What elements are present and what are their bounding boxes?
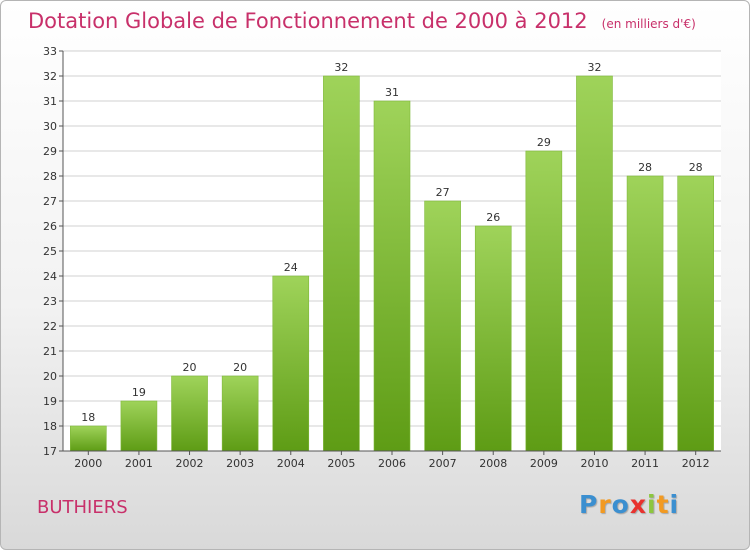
- bar-value-label: 29: [537, 136, 551, 149]
- y-tick-label: 32: [43, 70, 57, 83]
- x-tick-label: 2009: [530, 457, 558, 470]
- bar: [272, 275, 310, 452]
- bar-value-label: 20: [233, 361, 247, 374]
- bar: [70, 425, 107, 452]
- y-tick-label: 25: [43, 245, 57, 258]
- logo-letter: i: [647, 490, 657, 519]
- bar-value-label: 18: [81, 411, 95, 424]
- bar-value-label: 32: [587, 61, 601, 74]
- y-tick-label: 33: [43, 45, 57, 58]
- bar-value-label: 32: [334, 61, 348, 74]
- y-tick-label: 28: [43, 170, 57, 183]
- y-tick-label: 26: [43, 220, 57, 233]
- y-tick-label: 20: [43, 370, 57, 383]
- chart-title: Dotation Globale de Fonctionnement de 20…: [28, 9, 696, 33]
- bar-value-label: 26: [486, 211, 500, 224]
- x-tick-label: 2012: [682, 457, 710, 470]
- x-tick-label: 2008: [479, 457, 507, 470]
- y-tick-label: 30: [43, 120, 57, 133]
- x-tick-label: 2010: [580, 457, 608, 470]
- y-tick-label: 24: [43, 270, 57, 283]
- logo-letter: t: [656, 490, 670, 519]
- bar: [525, 150, 563, 452]
- y-tick-label: 23: [43, 295, 57, 308]
- x-tick-label: 2011: [631, 457, 659, 470]
- y-tick-label: 18: [43, 420, 57, 433]
- x-tick-label: 2005: [327, 457, 355, 470]
- logo-letter: P: [579, 490, 599, 519]
- x-tick-label: 2006: [378, 457, 406, 470]
- commune-name: BUTHIERS: [37, 497, 128, 518]
- chart-title-main: Dotation Globale de Fonctionnement de 20…: [28, 9, 588, 33]
- bar: [120, 400, 158, 452]
- bar: [576, 75, 613, 452]
- logo-letter: o: [611, 490, 630, 519]
- y-tick-label: 22: [43, 320, 57, 333]
- chart-title-unit: (en milliers d'€): [601, 17, 696, 31]
- y-tick-label: 21: [43, 345, 57, 358]
- bar: [373, 100, 411, 452]
- y-tick-label: 31: [43, 95, 57, 108]
- bar: [171, 375, 208, 452]
- logo-letter: x: [629, 490, 647, 519]
- x-tick-label: 2003: [226, 457, 254, 470]
- y-tick-label: 29: [43, 145, 57, 158]
- proxiti-logo: Proxiti: [579, 490, 679, 519]
- bar: [474, 225, 512, 452]
- bar-value-label: 24: [284, 261, 298, 274]
- logo-letter: i: [669, 490, 680, 519]
- bar: [424, 200, 461, 452]
- x-tick-label: 2007: [429, 457, 457, 470]
- x-tick-label: 2004: [277, 457, 305, 470]
- bar: [677, 175, 714, 452]
- bar-value-label: 19: [132, 386, 146, 399]
- bar: [323, 75, 360, 452]
- bar-value-label: 28: [689, 161, 703, 174]
- y-tick-label: 19: [43, 395, 57, 408]
- bar-value-label: 20: [183, 361, 197, 374]
- x-tick-label: 2001: [125, 457, 153, 470]
- bar: [626, 175, 664, 452]
- y-tick-label: 17: [43, 445, 57, 458]
- bar-value-label: 28: [638, 161, 652, 174]
- bar-value-label: 27: [436, 186, 450, 199]
- logo-letter: r: [598, 490, 612, 519]
- x-tick-label: 2000: [74, 457, 102, 470]
- bar-value-label: 31: [385, 86, 399, 99]
- bar: [221, 375, 259, 452]
- x-tick-label: 2002: [176, 457, 204, 470]
- y-tick-label: 27: [43, 195, 57, 208]
